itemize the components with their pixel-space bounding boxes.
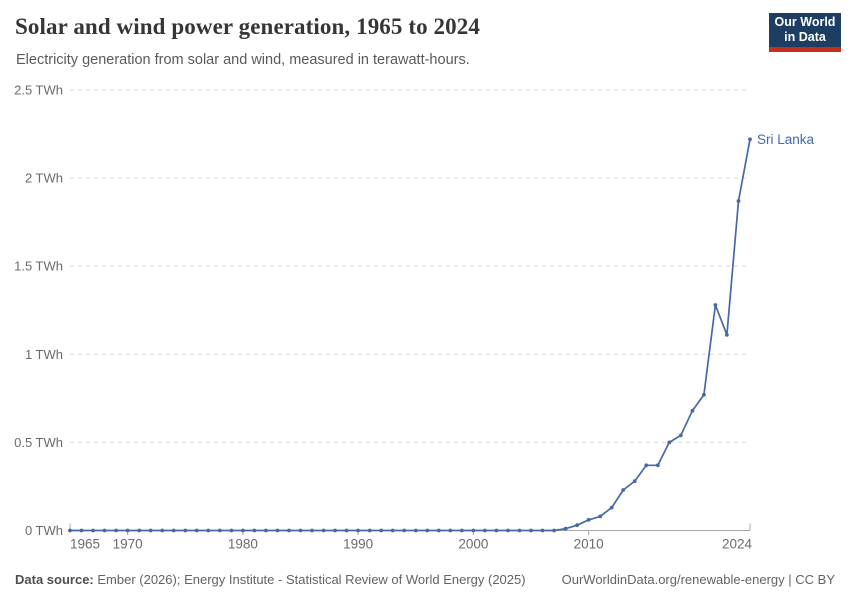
data-point[interactable] [575, 523, 579, 528]
chart-subtitle: Electricity generation from solar and wi… [16, 52, 470, 68]
data-point[interactable] [390, 528, 395, 533]
data-point[interactable] [194, 528, 199, 533]
data-point[interactable] [460, 528, 464, 533]
y-axis-tick-label: 1 TWh [25, 347, 63, 362]
series-label: Sri Lanka [757, 132, 815, 147]
data-point[interactable] [667, 440, 672, 445]
data-point[interactable] [264, 528, 268, 533]
data-point[interactable] [402, 528, 407, 533]
data-point[interactable] [171, 528, 176, 533]
data-point[interactable] [609, 505, 614, 510]
data-point[interactable] [91, 528, 95, 533]
data-point[interactable] [287, 528, 291, 533]
data-point[interactable] [552, 528, 556, 533]
data-point[interactable] [160, 528, 165, 533]
data-point[interactable] [310, 528, 314, 533]
data-point[interactable] [356, 528, 360, 533]
data-point[interactable] [725, 333, 729, 337]
x-axis-tick-label: 2000 [458, 537, 488, 552]
data-point[interactable] [655, 463, 660, 468]
data-source-text: Ember (2026); Energy Institute - Statist… [93, 572, 526, 587]
y-axis-tick-label: 1.5 TWh [14, 259, 63, 274]
data-point[interactable] [206, 528, 211, 533]
data-point[interactable] [102, 528, 107, 533]
data-point[interactable] [229, 528, 234, 533]
x-axis-tick-label: 2024 [722, 537, 753, 552]
data-point[interactable] [483, 528, 487, 533]
page-title: Solar and wind power generation, 1965 to… [15, 14, 480, 39]
owid-logo-line1: Our World [774, 15, 836, 29]
data-point[interactable] [125, 528, 130, 533]
x-axis-tick-label: 1980 [228, 537, 258, 552]
data-point[interactable] [644, 463, 649, 468]
data-point[interactable] [275, 528, 280, 533]
owid-logo[interactable]: Our World in Data [769, 13, 841, 52]
data-point[interactable] [563, 526, 568, 531]
data-point[interactable] [367, 528, 372, 533]
data-point[interactable] [598, 514, 603, 519]
data-point[interactable] [690, 408, 695, 413]
data-point[interactable] [413, 528, 418, 533]
data-point[interactable] [344, 528, 349, 533]
data-point[interactable] [586, 518, 591, 522]
x-axis-tick-label: 2010 [574, 537, 604, 552]
data-point[interactable] [506, 528, 510, 533]
data-point[interactable] [379, 528, 384, 533]
y-axis-tick-label: 0.5 TWh [14, 435, 63, 450]
data-point[interactable] [425, 528, 430, 533]
data-point[interactable] [436, 528, 441, 533]
data-point[interactable] [471, 528, 476, 533]
data-point[interactable] [333, 528, 337, 533]
data-point[interactable] [298, 528, 303, 533]
owid-logo-line2: in Data [784, 30, 826, 44]
data-point[interactable] [183, 528, 188, 533]
x-axis-tick-label: 1990 [343, 537, 373, 552]
data-point[interactable] [736, 199, 741, 203]
data-point[interactable] [678, 433, 683, 438]
data-point[interactable] [79, 528, 84, 533]
data-point[interactable] [494, 528, 499, 533]
y-axis-tick-label: 2.5 TWh [14, 83, 63, 98]
data-point[interactable] [448, 528, 453, 533]
y-axis-tick-label: 0 TWh [25, 523, 63, 538]
data-point[interactable] [632, 479, 637, 484]
data-point[interactable] [68, 528, 72, 533]
data-point[interactable] [137, 528, 142, 533]
data-point[interactable] [241, 528, 245, 533]
y-axis-tick-label: 2 TWh [25, 171, 63, 186]
data-point[interactable] [529, 528, 533, 533]
x-axis-tick-label: 1965 [70, 537, 100, 552]
data-point[interactable] [217, 528, 222, 533]
data-point[interactable] [114, 528, 118, 533]
chart-line[interactable] [69, 138, 751, 532]
data-point[interactable] [148, 528, 153, 533]
data-source: Data source: Ember (2026); Energy Instit… [15, 572, 526, 587]
x-axis-tick-label: 1970 [113, 537, 143, 552]
footer-link[interactable]: OurWorldinData.org/renewable-energy | CC… [561, 572, 835, 587]
data-point[interactable] [321, 528, 326, 533]
data-source-label: Data source: [15, 572, 94, 587]
data-point[interactable] [621, 488, 626, 492]
data-point[interactable] [517, 528, 522, 533]
data-point[interactable] [713, 303, 718, 307]
data-point[interactable] [252, 528, 257, 533]
data-point[interactable] [748, 137, 752, 142]
data-point[interactable] [702, 392, 706, 397]
data-point[interactable] [540, 528, 545, 533]
